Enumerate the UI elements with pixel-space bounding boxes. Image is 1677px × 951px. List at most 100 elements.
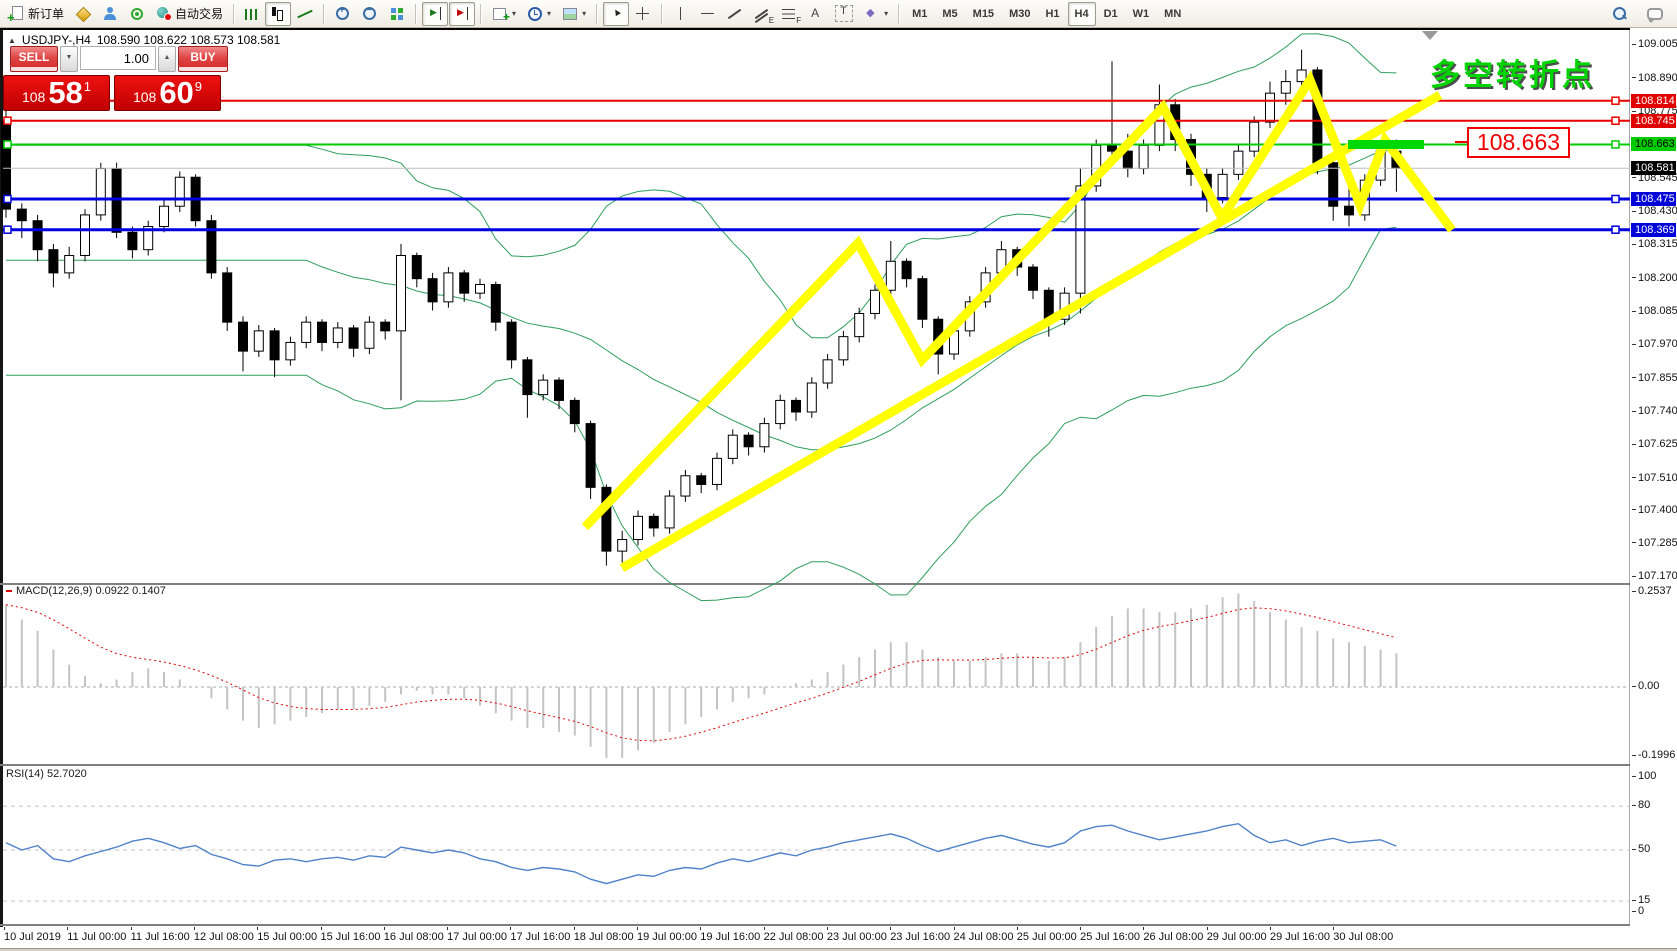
signals-button[interactable]: [124, 2, 150, 26]
tile-windows-button[interactable]: [384, 2, 410, 26]
price-tick: 107.855: [1632, 372, 1677, 384]
rsi-axis-tick: 100: [1632, 770, 1656, 782]
toolbar-group: [422, 1, 476, 26]
chat-button[interactable]: [1641, 2, 1667, 26]
toolbar-group: M1 M5 M15 M30 H1 H4 D1 W1 MN: [905, 1, 1188, 26]
toolbar-group: [330, 2, 410, 26]
indicators-button[interactable]: ▾: [487, 2, 521, 26]
auto-trading-button[interactable]: 自动交易: [151, 2, 228, 26]
volume-increase-button[interactable]: ▲: [158, 46, 176, 72]
cursor-icon: [608, 6, 624, 21]
tf-d1-button[interactable]: D1: [1097, 2, 1125, 26]
chart-shift-button[interactable]: [449, 1, 476, 26]
price-badge: 108.663: [1631, 137, 1676, 152]
vertical-line-icon: [673, 6, 689, 21]
line-chart-button[interactable]: [292, 2, 318, 26]
toolbar-separator: [323, 3, 326, 24]
rsi-axis-tick: 50: [1632, 843, 1650, 855]
chart-symbol-period: USDJPY-,H4: [21, 33, 91, 47]
sell-price-tile[interactable]: 108 58 1: [3, 75, 110, 111]
text-label-icon: [835, 5, 854, 22]
styler-icon: [75, 6, 91, 21]
vertical-line-button[interactable]: [668, 2, 694, 26]
search-icon: [1612, 6, 1628, 21]
chat-icon: [1646, 6, 1663, 21]
price-tick: 108.085: [1632, 305, 1677, 317]
text-button[interactable]: [803, 2, 829, 26]
tf-mn-button[interactable]: MN: [1157, 2, 1188, 26]
rsi-axis-tick: 0: [1632, 905, 1644, 917]
volume-decrease-button[interactable]: ▼: [60, 46, 78, 72]
macd-axis-tick: 0.00: [1632, 680, 1659, 692]
price-tick: 109.005: [1632, 38, 1677, 50]
date-axis[interactable]: 10 Jul 2019 11 Jul 00:00 11 Jul 16:00 12 Ju…: [0, 927, 1630, 949]
bar-chart-icon: [245, 9, 260, 20]
tf-m15-button[interactable]: M15: [966, 2, 1001, 26]
equidistant-channel-icon: E: [754, 6, 774, 25]
toolbar-right-group: [1607, 2, 1673, 26]
collapse-chart-icon[interactable]: ▲: [8, 35, 16, 45]
templates-button[interactable]: ▾: [557, 2, 591, 26]
auto-scroll-button[interactable]: [422, 1, 449, 26]
fibonacci-icon: F: [781, 6, 801, 25]
price-tick: 107.970: [1632, 338, 1677, 350]
candlestick-chart-button[interactable]: [265, 1, 292, 26]
date-label: 18 Jul 08:00: [573, 927, 634, 943]
equidistant-channel-button[interactable]: E: [749, 2, 775, 26]
rsi-label-text: RSI(14) 52.7020: [6, 768, 87, 780]
price-axis[interactable]: 109.005 108.890 108.775 108.545 108.430 108.3…: [1630, 28, 1677, 946]
price-badge: 108.581: [1631, 161, 1676, 176]
price-tick: 108.430: [1632, 205, 1677, 217]
toolbar-separator: [596, 3, 599, 24]
date-label: 24 Jul 08:00: [953, 927, 1014, 943]
periods-button[interactable]: ▾: [522, 2, 556, 26]
date-label: 12 Jul 08:00: [193, 927, 254, 943]
zoom-out-icon: [362, 5, 378, 21]
buy-price-tile[interactable]: 108 60 9: [114, 75, 221, 111]
search-button[interactable]: [1607, 2, 1633, 26]
tf-h4-button[interactable]: H4: [1067, 1, 1096, 26]
fibonacci-button[interactable]: F: [776, 2, 802, 26]
date-label: 22 Jul 08:00: [763, 927, 824, 943]
toolbar-separator: [480, 3, 483, 24]
text-icon: [808, 6, 824, 21]
rsi-indicator-label: RSI(14) 52.7020: [6, 768, 87, 780]
tf-h1-button[interactable]: H1: [1038, 2, 1066, 26]
tf-m1-button[interactable]: M1: [905, 2, 934, 26]
horizontal-line-button[interactable]: [695, 2, 721, 26]
price-tick: 108.200: [1632, 272, 1677, 284]
chinese-annotation-text: 多空转折点: [1430, 59, 1595, 92]
price-tick: 107.510: [1632, 472, 1677, 484]
arrows-icon: [864, 6, 880, 21]
bar-chart-button[interactable]: [240, 2, 264, 26]
trendline-button[interactable]: [722, 2, 748, 26]
sell-price-pips: 58: [48, 75, 83, 110]
zoom-out-button[interactable]: [357, 2, 383, 26]
rsi-axis-tick: 15: [1632, 894, 1650, 906]
toolbar-group: 新订单 自动交易: [4, 2, 228, 26]
market-watch-button[interactable]: [97, 2, 123, 26]
buy-button[interactable]: BUY: [178, 46, 228, 72]
tf-m30-button[interactable]: M30: [1002, 2, 1037, 26]
market-watch-icon: [102, 6, 118, 21]
volume-input[interactable]: [80, 46, 156, 70]
macd-signal-color-chip: [6, 590, 12, 592]
new-order-button[interactable]: 新订单: [4, 2, 69, 26]
price-tick: 107.285: [1632, 537, 1677, 549]
styler-button[interactable]: [70, 2, 96, 26]
horizontal-line-icon: [700, 6, 716, 21]
date-label: 25 Jul 16:00: [1080, 927, 1141, 943]
text-label-button[interactable]: [830, 2, 858, 26]
zoom-in-button[interactable]: [330, 2, 356, 26]
tf-m5-button[interactable]: M5: [935, 2, 964, 26]
crosshair-icon: [635, 6, 651, 21]
arrows-button[interactable]: ▾: [859, 2, 893, 26]
cursor-button[interactable]: [603, 1, 630, 26]
crosshair-button[interactable]: [630, 2, 656, 26]
tf-w1-button[interactable]: W1: [1126, 2, 1157, 26]
chart-canvas[interactable]: [0, 28, 1677, 951]
sell-button[interactable]: SELL: [10, 46, 58, 72]
date-label: 11 Jul 00:00: [67, 927, 127, 943]
chart-shift-icon: [454, 6, 470, 21]
